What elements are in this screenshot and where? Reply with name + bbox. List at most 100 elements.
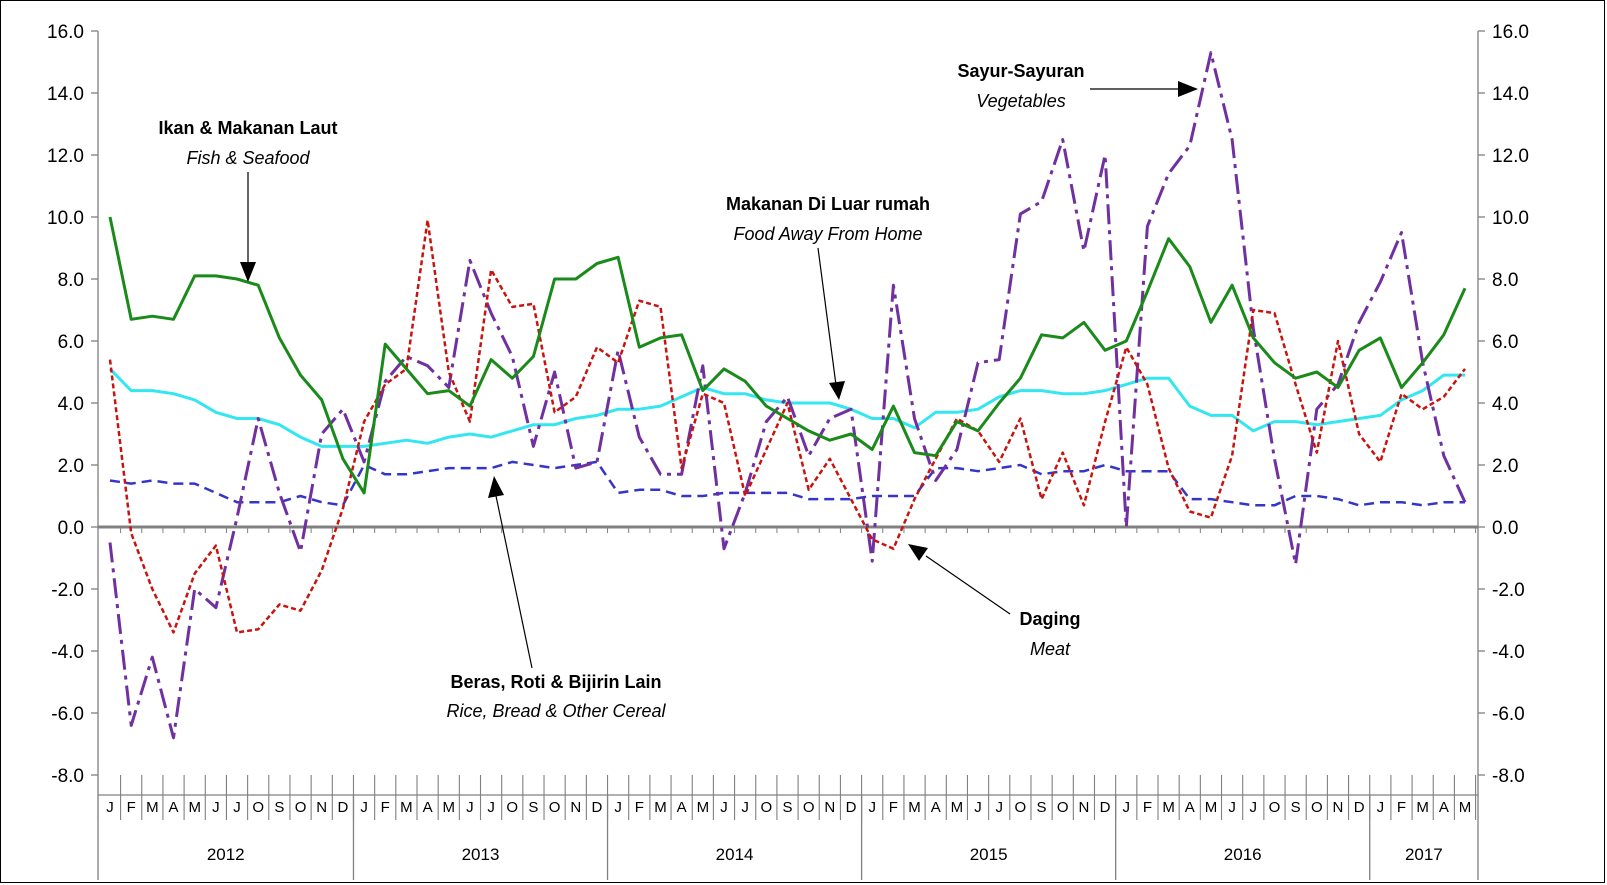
annotations-layer: Ikan & Makanan Laut Fish & Seafood Makan… <box>158 61 1198 721</box>
month-label: D <box>592 799 603 816</box>
y-tick-label-right: -2.0 <box>1492 580 1525 601</box>
month-label: N <box>316 799 327 816</box>
month-label: J <box>995 799 1003 816</box>
month-label: A <box>931 799 941 816</box>
month-label: O <box>1057 799 1069 816</box>
y-tick-label-right: 4.0 <box>1492 394 1518 415</box>
month-label: F <box>635 799 644 816</box>
y-tick-label-left: 6.0 <box>58 332 84 353</box>
y-tick-label-left: 10.0 <box>47 208 84 229</box>
month-label: M <box>443 799 456 816</box>
y-tick-label-left: -4.0 <box>51 642 84 663</box>
annotation-vegetables-arrowhead <box>1178 81 1198 97</box>
annotation-fish-subtitle: Fish & Seafood <box>186 148 310 168</box>
month-label: A <box>677 799 687 816</box>
annotation-meat-title: Daging <box>1020 609 1081 629</box>
annotation-meat-arrow <box>925 555 1011 615</box>
y-tick-label-right: 12.0 <box>1492 146 1529 167</box>
month-label: D <box>337 799 348 816</box>
month-label: M <box>654 799 667 816</box>
month-label: M <box>146 799 159 816</box>
annotation-fish-arrowhead <box>240 262 256 282</box>
month-label: J <box>868 799 876 816</box>
month-label: S <box>1037 799 1047 816</box>
series-line-meat <box>108 218 1466 634</box>
month-label: F <box>127 799 136 816</box>
month-label: J <box>1250 799 1258 816</box>
year-label: 2014 <box>716 845 754 864</box>
month-label: O <box>1269 799 1281 816</box>
month-label: S <box>782 799 792 816</box>
annotation-food-away-subtitle: Food Away From Home <box>733 224 922 244</box>
annotation-vegetables-title: Sayur-Sayuran <box>957 61 1084 81</box>
y-tick-label-left: 0.0 <box>58 518 84 539</box>
y-tick-label-left: 2.0 <box>58 456 84 477</box>
month-label: J <box>1228 799 1236 816</box>
month-label: A <box>1185 799 1195 816</box>
month-label: M <box>1459 799 1472 816</box>
y-tick-label-right: 16.0 <box>1492 22 1529 43</box>
y-tick-label-left: 12.0 <box>47 146 84 167</box>
month-label: J <box>487 799 495 816</box>
y-tick-label-left: -6.0 <box>51 704 84 725</box>
month-label: J <box>466 799 474 816</box>
month-label: A <box>423 799 433 816</box>
y-tick-label-right: -8.0 <box>1492 766 1525 787</box>
month-label: J <box>720 799 728 816</box>
annotation-fish-title: Ikan & Makanan Laut <box>158 118 337 138</box>
month-label: O <box>760 799 772 816</box>
annotation-food-away-arrow <box>817 247 837 386</box>
y-tick-label-left: 4.0 <box>58 394 84 415</box>
month-label: J <box>212 799 220 816</box>
month-label: M <box>908 799 921 816</box>
month-label: N <box>824 799 835 816</box>
year-label: 2016 <box>1224 845 1262 864</box>
month-label: A <box>1439 799 1449 816</box>
y-tick-label-right: 14.0 <box>1492 84 1529 105</box>
month-label: A <box>169 799 179 816</box>
y-tick-label-right: 2.0 <box>1492 456 1518 477</box>
month-label: M <box>400 799 413 816</box>
month-label: J <box>106 799 114 816</box>
y-tick-label-left: -8.0 <box>51 766 84 787</box>
series-line-cereal <box>109 460 1465 507</box>
annotation-cereal-arrowhead <box>488 476 504 498</box>
y-tick-label-left: 16.0 <box>47 22 84 43</box>
month-label: O <box>549 799 561 816</box>
month-label: M <box>188 799 201 816</box>
month-label: F <box>1397 799 1406 816</box>
month-label: D <box>846 799 857 816</box>
month-label: O <box>506 799 518 816</box>
annotation-cereal-title: Beras, Roti & Bijirin Lain <box>450 672 661 692</box>
month-label: J <box>974 799 982 816</box>
month-label: O <box>252 799 264 816</box>
month-label: S <box>528 799 538 816</box>
annotation-cereal-subtitle: Rice, Bread & Other Cereal <box>446 701 666 721</box>
month-label: M <box>951 799 964 816</box>
month-label: S <box>1291 799 1301 816</box>
month-label: M <box>1162 799 1175 816</box>
y-tick-label-right: -4.0 <box>1492 642 1525 663</box>
year-label: 2017 <box>1405 845 1443 864</box>
month-label: J <box>1377 799 1385 816</box>
month-label: M <box>1205 799 1218 816</box>
year-label: 2012 <box>207 845 245 864</box>
year-label: 2015 <box>970 845 1008 864</box>
annotation-cereal-arrow <box>495 495 533 669</box>
y-tick-label-right: 10.0 <box>1492 208 1529 229</box>
month-label: F <box>1143 799 1152 816</box>
month-label: O <box>295 799 307 816</box>
month-label: S <box>274 799 284 816</box>
month-label: J <box>1123 799 1131 816</box>
y-tick-label-right: 0.0 <box>1492 518 1518 539</box>
month-label: O <box>1311 799 1323 816</box>
y-tick-label-left: -2.0 <box>51 580 84 601</box>
month-label: N <box>1078 799 1089 816</box>
month-label: M <box>697 799 710 816</box>
month-label: F <box>889 799 898 816</box>
month-label: N <box>570 799 581 816</box>
month-label: J <box>614 799 622 816</box>
y-tick-label-right: 8.0 <box>1492 270 1518 291</box>
